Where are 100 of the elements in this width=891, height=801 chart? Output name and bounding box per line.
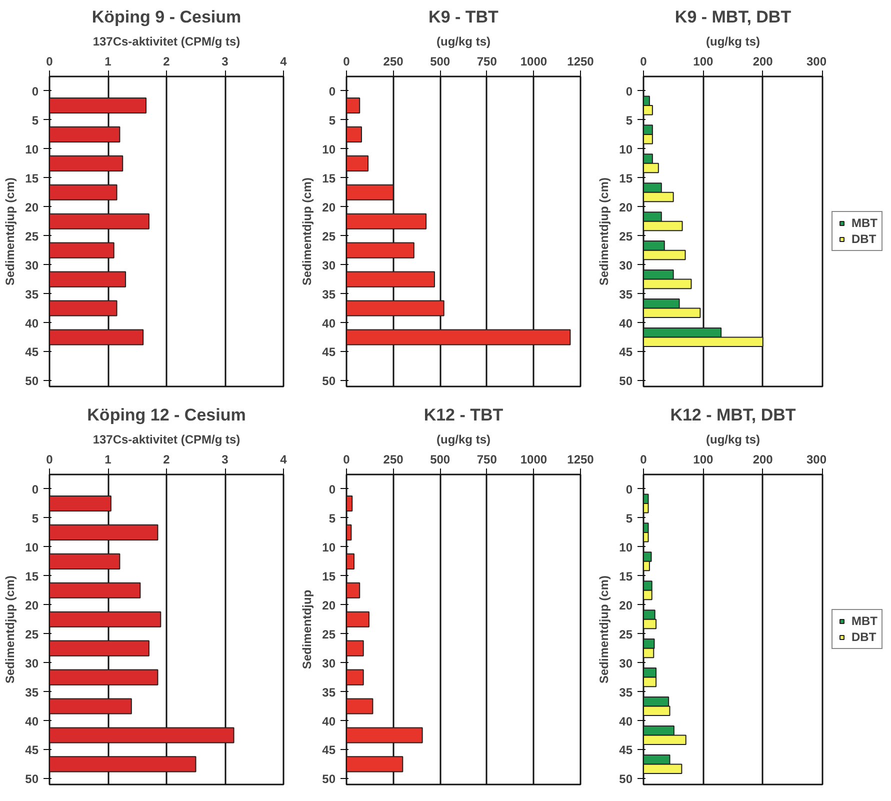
x-axis-title: (ug/kg ts)	[436, 34, 491, 48]
x-tick-label: 500	[430, 452, 450, 466]
y-tick-label: 0	[328, 84, 336, 98]
y-axis-title: Sedimentdjup (cm)	[597, 575, 612, 684]
y-tick-label: 20	[322, 200, 336, 214]
x-tick-label: 0	[343, 54, 350, 68]
x-tick-label: 300	[806, 54, 827, 68]
x-tick-label: 0	[640, 54, 648, 68]
bar	[50, 213, 150, 230]
bar	[346, 698, 374, 714]
y-tick-label: 35	[619, 685, 633, 700]
x-tick-label: 100	[693, 452, 714, 466]
y-tick-label: 25	[619, 229, 633, 244]
x-tick-label: 250	[383, 452, 404, 466]
y-tick-label: 10	[619, 142, 633, 156]
y-tick-label: 20	[25, 200, 39, 214]
x-tick-label: 1000	[520, 54, 548, 68]
y-tick-label: 45	[619, 743, 633, 758]
y-tick-label: 20	[322, 598, 336, 612]
chart-title: K12 - MBT, DBT	[670, 406, 796, 424]
y-tick-label: 50	[25, 374, 39, 388]
bar	[346, 126, 362, 142]
y-tick-label: 30	[322, 258, 336, 272]
y-tick-label: 5	[328, 113, 336, 128]
y-tick-label: 20	[25, 598, 39, 612]
y-tick-label: 0	[328, 482, 336, 496]
y-tick-label: 20	[619, 598, 633, 612]
bar	[50, 97, 147, 114]
y-tick-label: 50	[322, 772, 336, 786]
x-tick-label: 200	[752, 452, 774, 466]
chart-title: Köping 12 - Cesium	[87, 406, 246, 424]
x-tick-label: 100	[693, 54, 714, 68]
y-tick-label: 45	[322, 743, 336, 758]
bar	[346, 611, 370, 628]
bar	[50, 698, 132, 714]
bar	[50, 300, 118, 316]
x-tick-label: 300	[806, 452, 827, 466]
y-tick-label: 45	[25, 345, 39, 360]
y-tick-label: 30	[25, 258, 39, 272]
x-axis-title: 137Cs-aktivitet (CPM/g ts)	[92, 34, 240, 48]
bar	[346, 582, 360, 598]
y-axis-title: Sedimentdjup	[300, 590, 314, 670]
y-tick-label: 35	[619, 287, 633, 302]
x-tick-label: 1	[104, 54, 112, 68]
bar	[50, 155, 124, 172]
x-tick-label: 200	[752, 54, 774, 68]
x-tick-label: 1000	[520, 452, 548, 466]
bar	[346, 756, 404, 772]
x-tick-label: 2	[163, 54, 170, 68]
y-tick-label: 30	[619, 656, 633, 670]
bar	[50, 640, 150, 656]
y-axis-title: Sedimentdjup (cm)	[597, 177, 612, 286]
y-tick-label: 30	[619, 258, 633, 272]
x-tick-label: 1250	[567, 54, 594, 68]
bar	[50, 329, 144, 346]
y-tick-label: 5	[32, 511, 39, 526]
y-tick-label: 0	[32, 84, 39, 98]
bar	[346, 155, 369, 172]
x-tick-label: 3	[222, 54, 229, 68]
bar	[346, 495, 353, 512]
bar	[346, 242, 414, 258]
y-tick-label: 45	[25, 743, 39, 758]
y-axis-title: Sedimentdjup (cm)	[300, 177, 314, 286]
x-axis-title: 137Cs-aktivitet (CPM/g ts)	[92, 432, 240, 446]
y-axis-title: Sedimentdjup (cm)	[3, 575, 18, 684]
y-tick-label: 25	[322, 627, 336, 642]
y-tick-label: 10	[322, 142, 336, 156]
chart-title: K9 - TBT	[428, 8, 500, 26]
y-tick-label: 50	[619, 374, 633, 388]
legend-label: DBT	[852, 232, 876, 246]
y-tick-label: 35	[322, 287, 336, 302]
x-tick-label: 2	[163, 452, 170, 466]
y-tick-label: 30	[322, 656, 336, 670]
x-tick-label: 1250	[567, 452, 594, 466]
bar	[346, 329, 571, 346]
x-tick-label: 0	[46, 54, 54, 68]
y-tick-label: 15	[322, 569, 336, 584]
bar	[346, 300, 444, 316]
x-tick-label: 4	[280, 54, 288, 68]
y-tick-label: 0	[626, 84, 633, 98]
y-tick-label: 25	[619, 627, 633, 642]
bar	[50, 495, 112, 512]
chart-title: Köping 9 - Cesium	[92, 8, 242, 26]
x-tick-label: 750	[476, 452, 498, 466]
y-tick-label: 40	[322, 316, 336, 330]
bar	[50, 669, 158, 686]
bar	[50, 756, 196, 772]
x-tick-label: 0	[46, 452, 54, 466]
y-tick-label: 5	[626, 113, 633, 128]
y-tick-label: 40	[322, 714, 336, 728]
chart-title: K9 - MBT, DBT	[674, 8, 792, 26]
y-tick-label: 40	[619, 714, 633, 728]
y-tick-label: 25	[25, 229, 39, 244]
legend-label: DBT	[852, 630, 876, 644]
bar	[346, 669, 364, 686]
y-tick-label: 40	[619, 316, 633, 330]
y-tick-label: 50	[25, 772, 39, 786]
y-tick-label: 15	[25, 569, 39, 584]
y-axis-title: Sedimentdjup (cm)	[3, 177, 18, 286]
y-tick-label: 10	[619, 540, 633, 554]
